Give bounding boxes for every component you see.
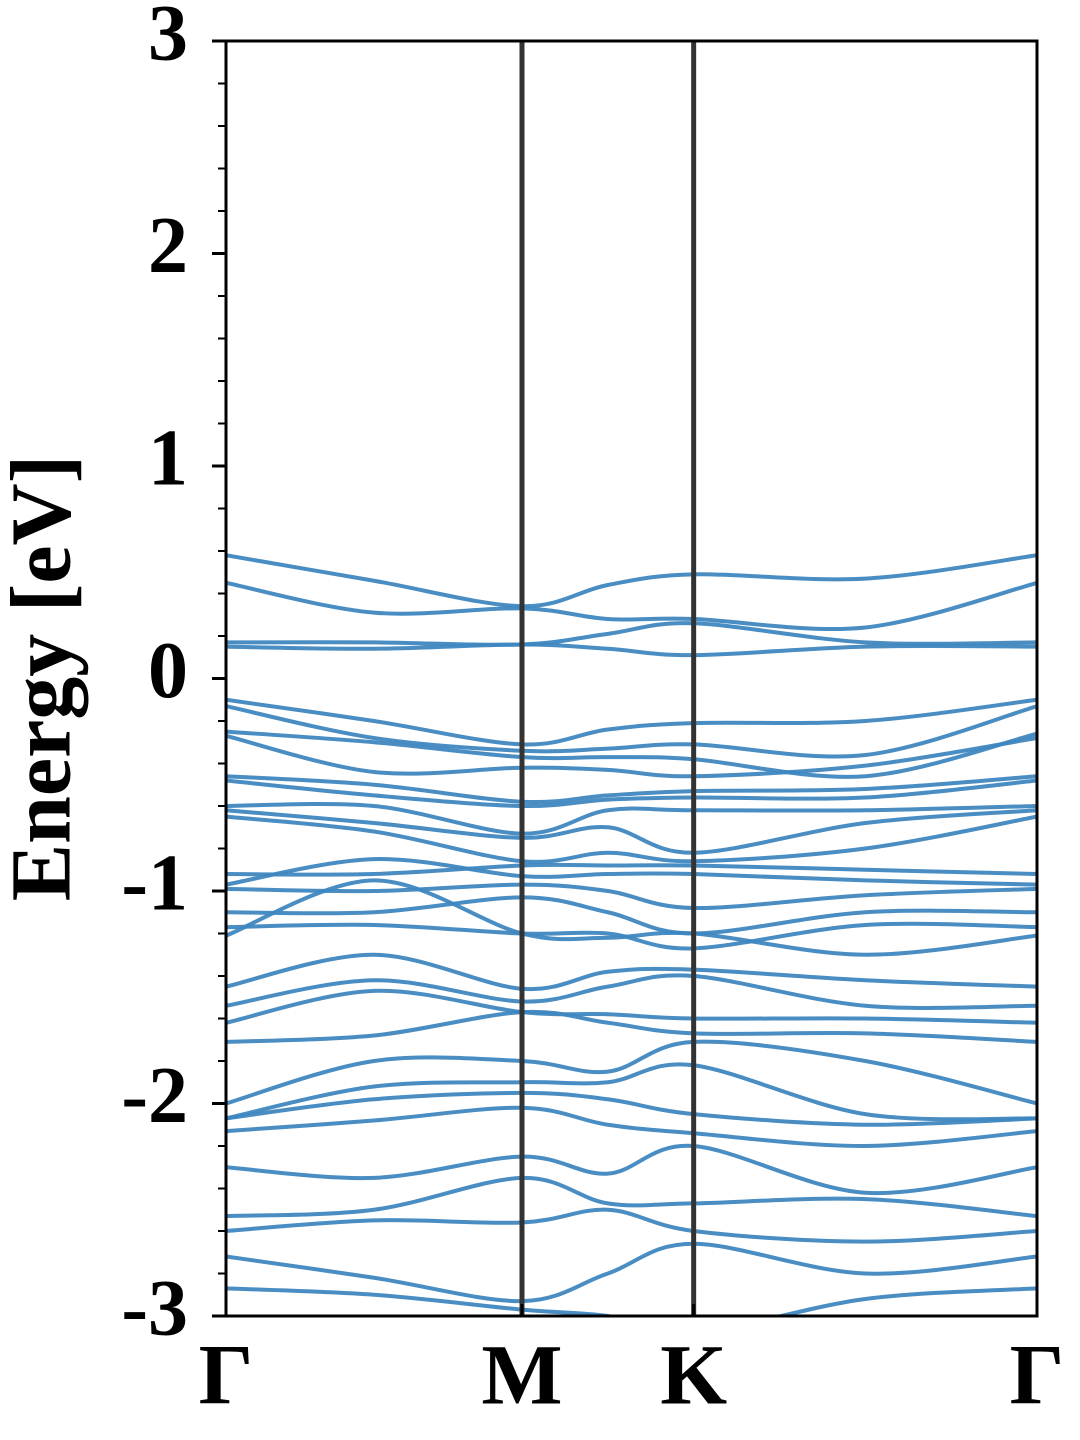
band-line xyxy=(226,1241,1037,1304)
band-line xyxy=(226,862,1037,877)
band-line xyxy=(226,778,1037,809)
band-line xyxy=(226,1286,1037,1316)
band-line xyxy=(226,1175,1037,1219)
y-tick-label: 0 xyxy=(148,627,188,715)
plot-frame xyxy=(224,39,1039,1318)
y-tick-label: -1 xyxy=(121,839,188,927)
band-line xyxy=(226,814,1037,864)
band-line xyxy=(226,774,1037,805)
y-tick-label: 1 xyxy=(148,414,188,502)
band-line xyxy=(226,921,1037,951)
band-line xyxy=(226,952,1037,992)
band-line xyxy=(226,973,1037,1010)
band-line xyxy=(226,1062,1037,1122)
band-line xyxy=(226,621,1037,647)
y-tick-label: 3 xyxy=(148,0,188,77)
band-line xyxy=(226,808,1037,855)
band-line xyxy=(226,553,1037,609)
x-tick-label: M xyxy=(481,1327,562,1423)
plot-area xyxy=(226,553,1037,1316)
band-line xyxy=(226,733,1037,779)
band-line xyxy=(226,580,1037,632)
band-line xyxy=(226,1143,1037,1196)
band-line xyxy=(226,882,1037,911)
band-line xyxy=(226,704,1037,759)
y-tick-label: -2 xyxy=(121,1052,188,1140)
band-line xyxy=(226,1090,1037,1127)
x-tick-label: Γ xyxy=(199,1327,254,1423)
band-line xyxy=(226,642,1037,658)
x-tick-label: Γ xyxy=(1010,1327,1065,1423)
y-axis-label: Energy [eV] xyxy=(0,455,89,902)
band-line xyxy=(226,729,1037,779)
band-line xyxy=(226,857,1037,887)
band-line xyxy=(226,1009,1037,1044)
band-line xyxy=(226,1207,1037,1244)
band-line xyxy=(226,697,1037,747)
band-line xyxy=(226,1039,1037,1106)
band-line xyxy=(226,988,1037,1025)
band-line xyxy=(226,1105,1037,1149)
band-line xyxy=(226,878,1037,957)
y-tick-label: -3 xyxy=(121,1264,188,1352)
x-tick-label: K xyxy=(660,1327,727,1423)
y-tick-label: 2 xyxy=(148,202,188,290)
band-line xyxy=(226,895,1037,936)
band-line xyxy=(226,801,1037,836)
